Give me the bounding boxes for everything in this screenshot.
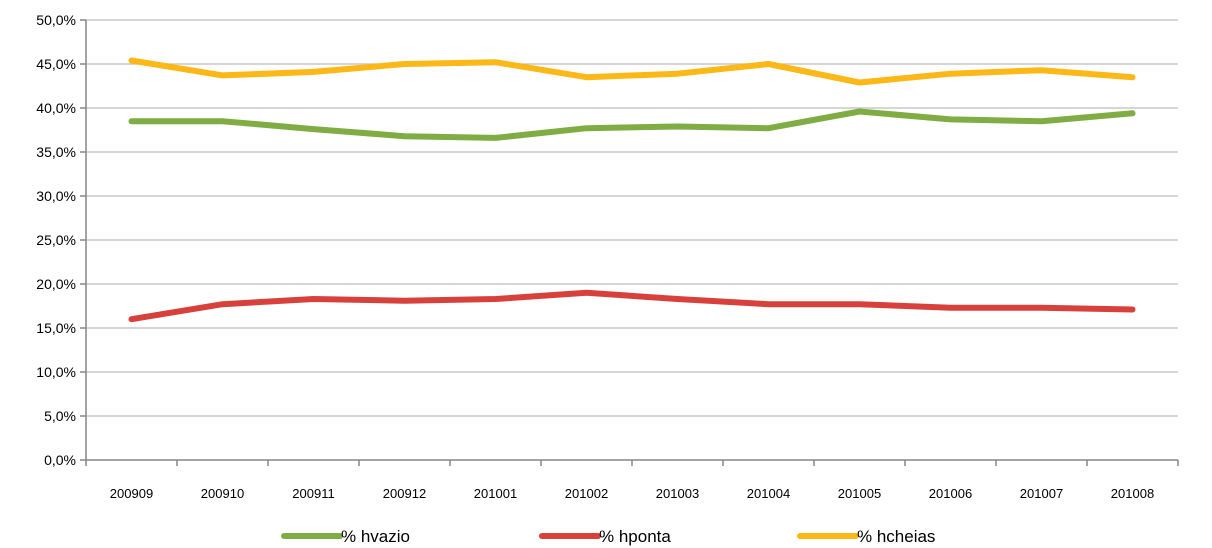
gridlines <box>86 19 1178 417</box>
x-tick-label: 200909 <box>110 486 153 501</box>
y-tick-label: 20,0% <box>36 276 76 292</box>
series-lines <box>128 57 1136 323</box>
x-tick-label: 201001 <box>474 486 517 501</box>
x-tick-label: 200911 <box>292 486 334 501</box>
y-tick-label: 40,0% <box>36 100 76 116</box>
x-tick-label: 201007 <box>1020 486 1063 501</box>
x-tick-label: 201006 <box>929 486 972 501</box>
x-tick-label: 201004 <box>747 486 790 501</box>
y-tick-label: 50,0% <box>36 12 76 28</box>
x-tick-label: 200910 <box>201 486 244 501</box>
x-tick-label: 201002 <box>565 486 608 501</box>
y-axis-ticks: 0,0% 5,0% 10,0% 15,0% 20,0% 25,0% 30,0% 35,0% 40… <box>36 12 86 468</box>
y-tick-label: 5,0% <box>44 408 76 424</box>
legend-label: % hponta <box>599 527 671 546</box>
x-tick-label: 201003 <box>656 486 699 501</box>
x-tick-label: 201005 <box>838 486 881 501</box>
y-tick-label: 0,0% <box>44 452 76 468</box>
y-tick-label: 15,0% <box>36 320 76 336</box>
y-tick-label: 45,0% <box>36 56 76 72</box>
series-line-3 <box>128 57 1136 86</box>
x-axis-ticks: 200909 200910 200911 200912 201001 201002 2010… <box>85 460 1179 501</box>
legend-label: % hvazio <box>341 527 410 546</box>
y-tick-label: 25,0% <box>36 232 76 248</box>
legend-label: % hcheias <box>857 527 935 546</box>
x-tick-label: 200912 <box>383 486 426 501</box>
y-tick-label: 10,0% <box>36 364 76 380</box>
x-tick-label: 201008 <box>1111 486 1154 501</box>
y-tick-label: 35,0% <box>36 144 76 160</box>
legend: % hvazio % hponta % hcheias <box>281 527 935 546</box>
y-tick-label: 30,0% <box>36 188 76 204</box>
series-line-2 <box>128 289 1136 323</box>
series-line-1 <box>128 108 1136 141</box>
